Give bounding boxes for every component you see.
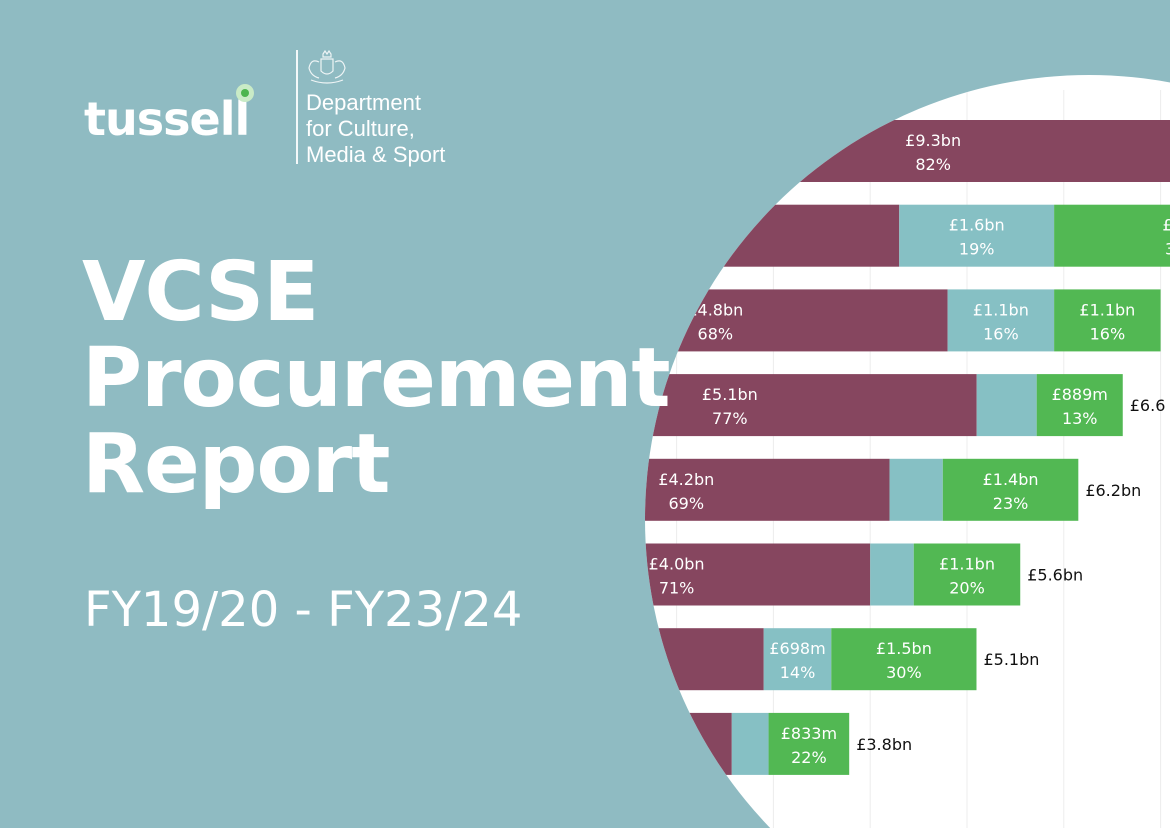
dept-line: Media & Sport (306, 142, 446, 167)
tussell-logo: tussell (84, 92, 250, 146)
segment-value-label: £1.1bn (939, 555, 995, 574)
segment-value-label: £2. (1162, 216, 1170, 235)
segment-value-label: £1.4bn (983, 470, 1039, 489)
bar-segment (913, 543, 1021, 606)
segment-value-label: £9.3bn (905, 131, 961, 150)
bar-segment (942, 458, 1079, 521)
segment-percent-label: 20% (949, 579, 985, 598)
coat-of-arms-icon (308, 50, 346, 84)
bar-segment (645, 712, 732, 775)
bar-total-label: £5.6bn (1027, 566, 1083, 585)
report-period: FY19/20 - FY23/24 (84, 582, 523, 638)
bar-segment (763, 628, 832, 691)
segment-value-label: £698m (769, 639, 825, 658)
segment-value-label: £4.0bn (649, 555, 705, 574)
segment-percent-label: 13% (1062, 409, 1098, 428)
bar-segment (889, 458, 943, 521)
title-line: Report (82, 417, 390, 512)
segment-percent-label: 71% (659, 579, 695, 598)
dcms-logo-text: Department for Culture, Media & Sport (306, 90, 445, 168)
bar-segment (1054, 204, 1170, 267)
segment-percent-label: 22% (791, 748, 827, 767)
segment-percent-label: 19% (959, 240, 995, 259)
segment-percent-label: 14% (780, 663, 816, 682)
title-line: Procurement (82, 331, 671, 426)
segment-percent-label: 69% (668, 494, 704, 513)
bar-total-label: £6.6 (1130, 396, 1166, 415)
bar-total-label: £5.1bn (983, 650, 1039, 669)
bar-segment (768, 712, 850, 775)
bar-segment (976, 374, 1037, 437)
segment-percent-label: 30% (886, 663, 922, 682)
segment-percent-label: 77% (712, 409, 748, 428)
dept-line: Department (306, 90, 421, 115)
segment-value-label: £1.1bn (1079, 300, 1135, 319)
bar-segment (645, 374, 977, 437)
logo-divider (296, 50, 298, 164)
dept-line: for Culture, (306, 116, 415, 141)
segment-percent-label: 16% (1090, 324, 1126, 343)
segment-percent-label: 82% (915, 155, 951, 174)
bar-total-label: £3.8bn (856, 735, 912, 754)
bar-segment (947, 289, 1055, 352)
segment-value-label: £4.8bn (687, 300, 743, 319)
title-line: VCSE (82, 245, 319, 340)
bar-segment (645, 120, 1170, 182)
bar-segment (899, 204, 1055, 267)
report-title: VCSE Procurement Report (82, 245, 671, 512)
logo-dot-icon (236, 84, 254, 102)
segment-percent-label: 16% (983, 324, 1019, 343)
bar-segment (645, 458, 890, 521)
bar-segment (645, 628, 764, 691)
bar-segment (645, 543, 871, 606)
segment-percent-label: 68% (698, 324, 734, 343)
segment-value-label: £4.2bn (658, 470, 714, 489)
bar-segment (1054, 289, 1161, 352)
segment-value-label: £1.6bn (949, 216, 1005, 235)
bar-total-label: £6.2bn (1085, 481, 1141, 500)
segment-value-label: £833m (781, 724, 837, 743)
bar-segment (731, 712, 769, 775)
segment-value-label: £1.1bn (973, 300, 1029, 319)
segment-value-label: £5.1bn (702, 385, 758, 404)
bar-segment (870, 543, 914, 606)
bar-segment (1036, 374, 1123, 437)
segment-value-label: £889m (1052, 385, 1108, 404)
segment-percent-label: 23% (993, 494, 1029, 513)
segment-percent-label: 30 (1165, 240, 1170, 259)
bar-segment (831, 628, 977, 691)
segment-value-label: £1.5bn (876, 639, 932, 658)
